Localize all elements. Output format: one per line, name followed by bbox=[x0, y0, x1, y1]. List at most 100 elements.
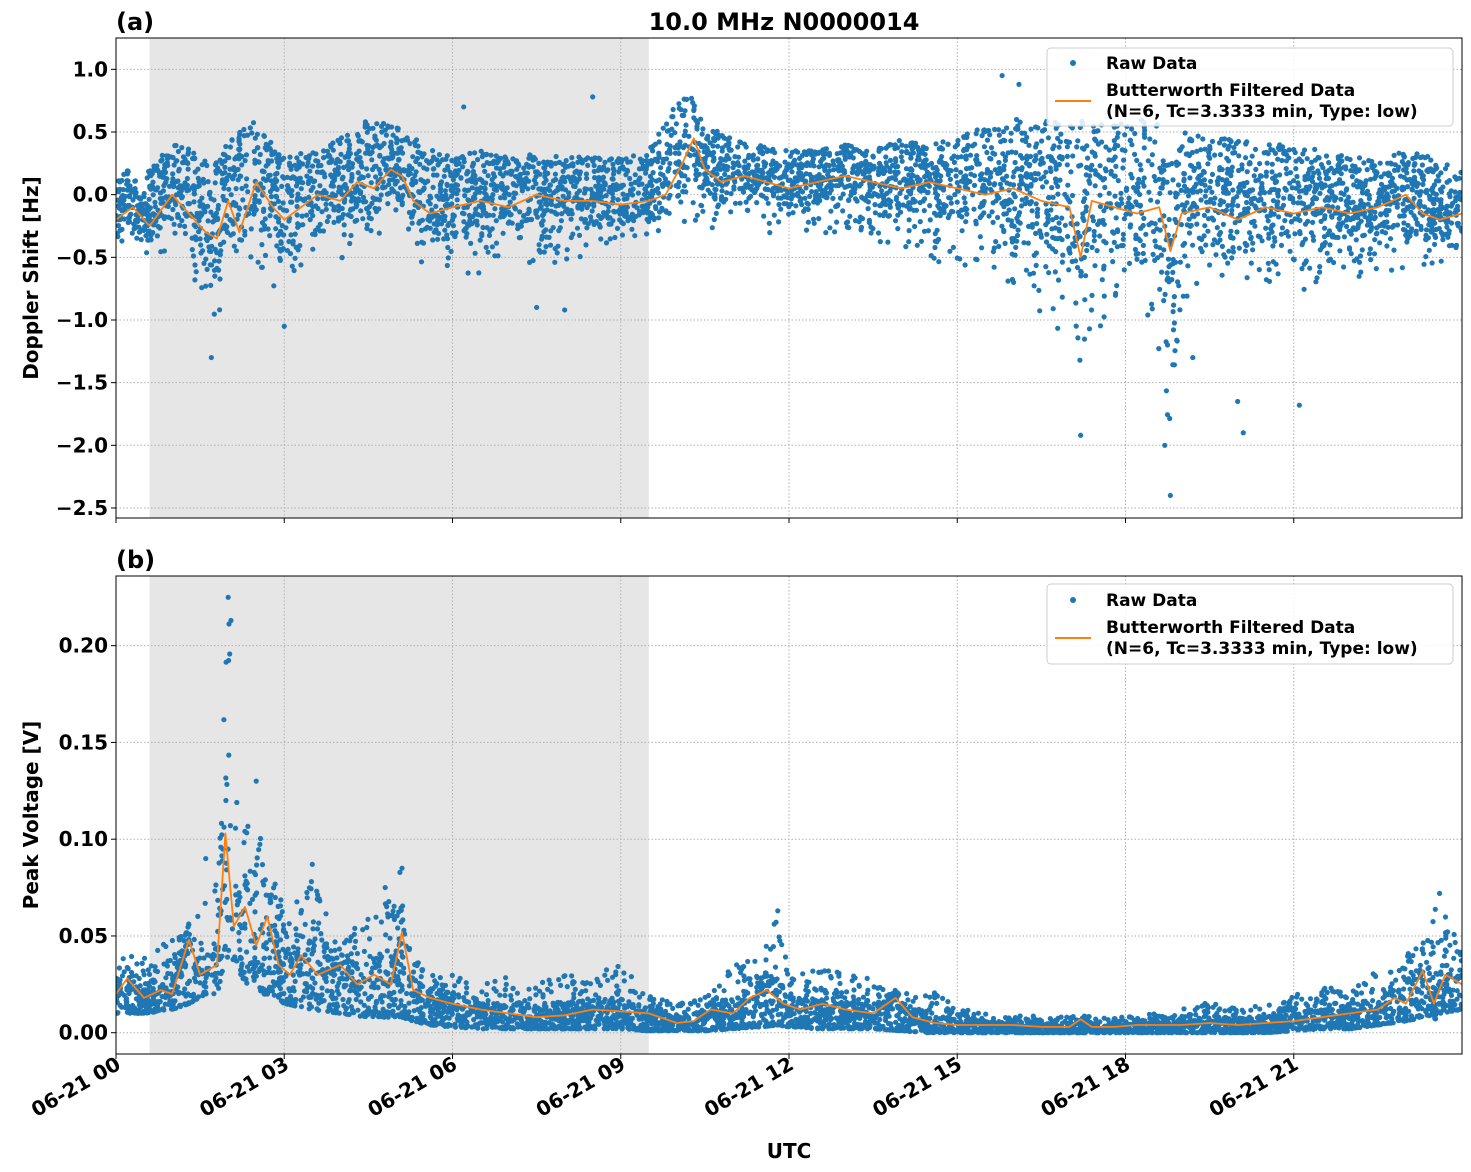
raw-data-point bbox=[758, 143, 764, 149]
raw-data-point bbox=[922, 165, 928, 171]
raw-data-point bbox=[399, 138, 405, 144]
raw-data-point bbox=[1372, 209, 1378, 215]
raw-data-point bbox=[223, 226, 229, 232]
raw-data-point bbox=[1209, 138, 1216, 144]
raw-data-point bbox=[1237, 212, 1244, 218]
raw-data-point bbox=[152, 186, 158, 193]
raw-data-point bbox=[1164, 270, 1170, 276]
raw-data-point bbox=[582, 219, 588, 225]
raw-data-point bbox=[382, 127, 388, 133]
raw-data-point bbox=[610, 171, 617, 177]
raw-data-point bbox=[517, 174, 523, 180]
raw-data-point bbox=[1275, 156, 1281, 162]
raw-data-point bbox=[1017, 220, 1023, 226]
raw-data-point bbox=[1248, 200, 1255, 207]
raw-data-point bbox=[1378, 211, 1384, 217]
raw-data-point bbox=[691, 106, 697, 112]
raw-data-point bbox=[610, 161, 616, 167]
raw-data-point bbox=[118, 194, 125, 200]
raw-data-point bbox=[610, 218, 616, 224]
raw-data-point bbox=[372, 143, 379, 149]
raw-data-point bbox=[297, 160, 304, 166]
raw-data-point bbox=[1011, 223, 1017, 229]
raw-data-point bbox=[574, 169, 580, 175]
raw-data-point bbox=[1348, 251, 1354, 257]
raw-data-point bbox=[1182, 253, 1188, 259]
raw-data-point bbox=[255, 259, 261, 265]
raw-data-point bbox=[1093, 138, 1099, 144]
raw-data-point bbox=[903, 194, 909, 200]
raw-data-point bbox=[1114, 134, 1120, 140]
raw-data-point bbox=[242, 232, 248, 238]
raw-data-point bbox=[262, 216, 268, 222]
raw-data-point bbox=[204, 162, 210, 169]
raw-data-point bbox=[700, 208, 706, 214]
raw-data-point bbox=[603, 240, 610, 246]
raw-data-point bbox=[1217, 165, 1223, 171]
raw-data-point bbox=[1008, 199, 1015, 205]
raw-data-point bbox=[1364, 222, 1370, 228]
raw-data-point bbox=[1073, 300, 1079, 306]
raw-data-point bbox=[151, 163, 157, 169]
raw-data-point bbox=[940, 139, 946, 145]
raw-data-point bbox=[513, 158, 520, 164]
raw-data-point bbox=[1240, 430, 1246, 436]
raw-data-point bbox=[144, 250, 150, 256]
raw-data-point bbox=[1013, 244, 1019, 250]
raw-data-point bbox=[1358, 269, 1364, 275]
raw-data-point bbox=[289, 263, 295, 269]
raw-data-point bbox=[449, 201, 455, 207]
raw-data-point bbox=[1247, 187, 1253, 193]
raw-data-point bbox=[1004, 180, 1010, 186]
raw-data-point bbox=[170, 182, 177, 188]
raw-data-point bbox=[558, 218, 565, 224]
raw-data-point bbox=[189, 235, 195, 241]
raw-data-point bbox=[1113, 163, 1119, 169]
raw-data-point bbox=[582, 190, 588, 196]
raw-data-point bbox=[1356, 155, 1363, 161]
raw-data-point bbox=[1444, 224, 1450, 230]
raw-data-point bbox=[659, 205, 665, 211]
raw-data-point bbox=[933, 164, 939, 171]
raw-data-point bbox=[1198, 147, 1204, 153]
raw-data-point bbox=[903, 143, 909, 149]
raw-data-point bbox=[318, 162, 324, 169]
raw-data-point bbox=[719, 183, 725, 189]
raw-data-point bbox=[208, 282, 214, 288]
raw-data-point bbox=[623, 213, 629, 219]
raw-data-point bbox=[602, 182, 608, 188]
raw-data-point bbox=[192, 262, 198, 268]
raw-data-point bbox=[1127, 137, 1133, 143]
raw-data-point bbox=[1029, 224, 1035, 230]
raw-data-point bbox=[162, 169, 169, 175]
raw-data-point bbox=[173, 192, 179, 198]
raw-data-point bbox=[1034, 221, 1040, 227]
raw-data-point bbox=[682, 108, 688, 114]
raw-data-point bbox=[1114, 227, 1121, 233]
raw-data-point bbox=[1169, 160, 1175, 167]
raw-data-point bbox=[723, 181, 729, 187]
raw-data-point bbox=[145, 237, 151, 243]
raw-data-point bbox=[570, 176, 576, 182]
raw-data-point bbox=[711, 216, 717, 223]
raw-data-point bbox=[1274, 201, 1280, 208]
raw-data-point bbox=[278, 228, 284, 234]
raw-data-point bbox=[883, 154, 889, 160]
raw-data-point bbox=[722, 166, 728, 172]
raw-data-point bbox=[595, 178, 602, 184]
raw-data-point bbox=[585, 162, 591, 168]
raw-data-point bbox=[561, 162, 568, 168]
raw-data-point bbox=[1154, 199, 1161, 205]
raw-data-point bbox=[953, 167, 959, 173]
raw-data-point bbox=[1161, 167, 1167, 173]
raw-data-point bbox=[680, 145, 687, 151]
raw-data-point bbox=[214, 265, 220, 271]
raw-data-point bbox=[1326, 258, 1332, 264]
raw-data-point bbox=[1062, 222, 1068, 228]
raw-data-point bbox=[953, 173, 959, 179]
raw-data-point bbox=[718, 156, 724, 162]
raw-data-point bbox=[607, 236, 613, 242]
raw-data-point bbox=[973, 158, 980, 164]
raw-data-point bbox=[1220, 185, 1227, 192]
